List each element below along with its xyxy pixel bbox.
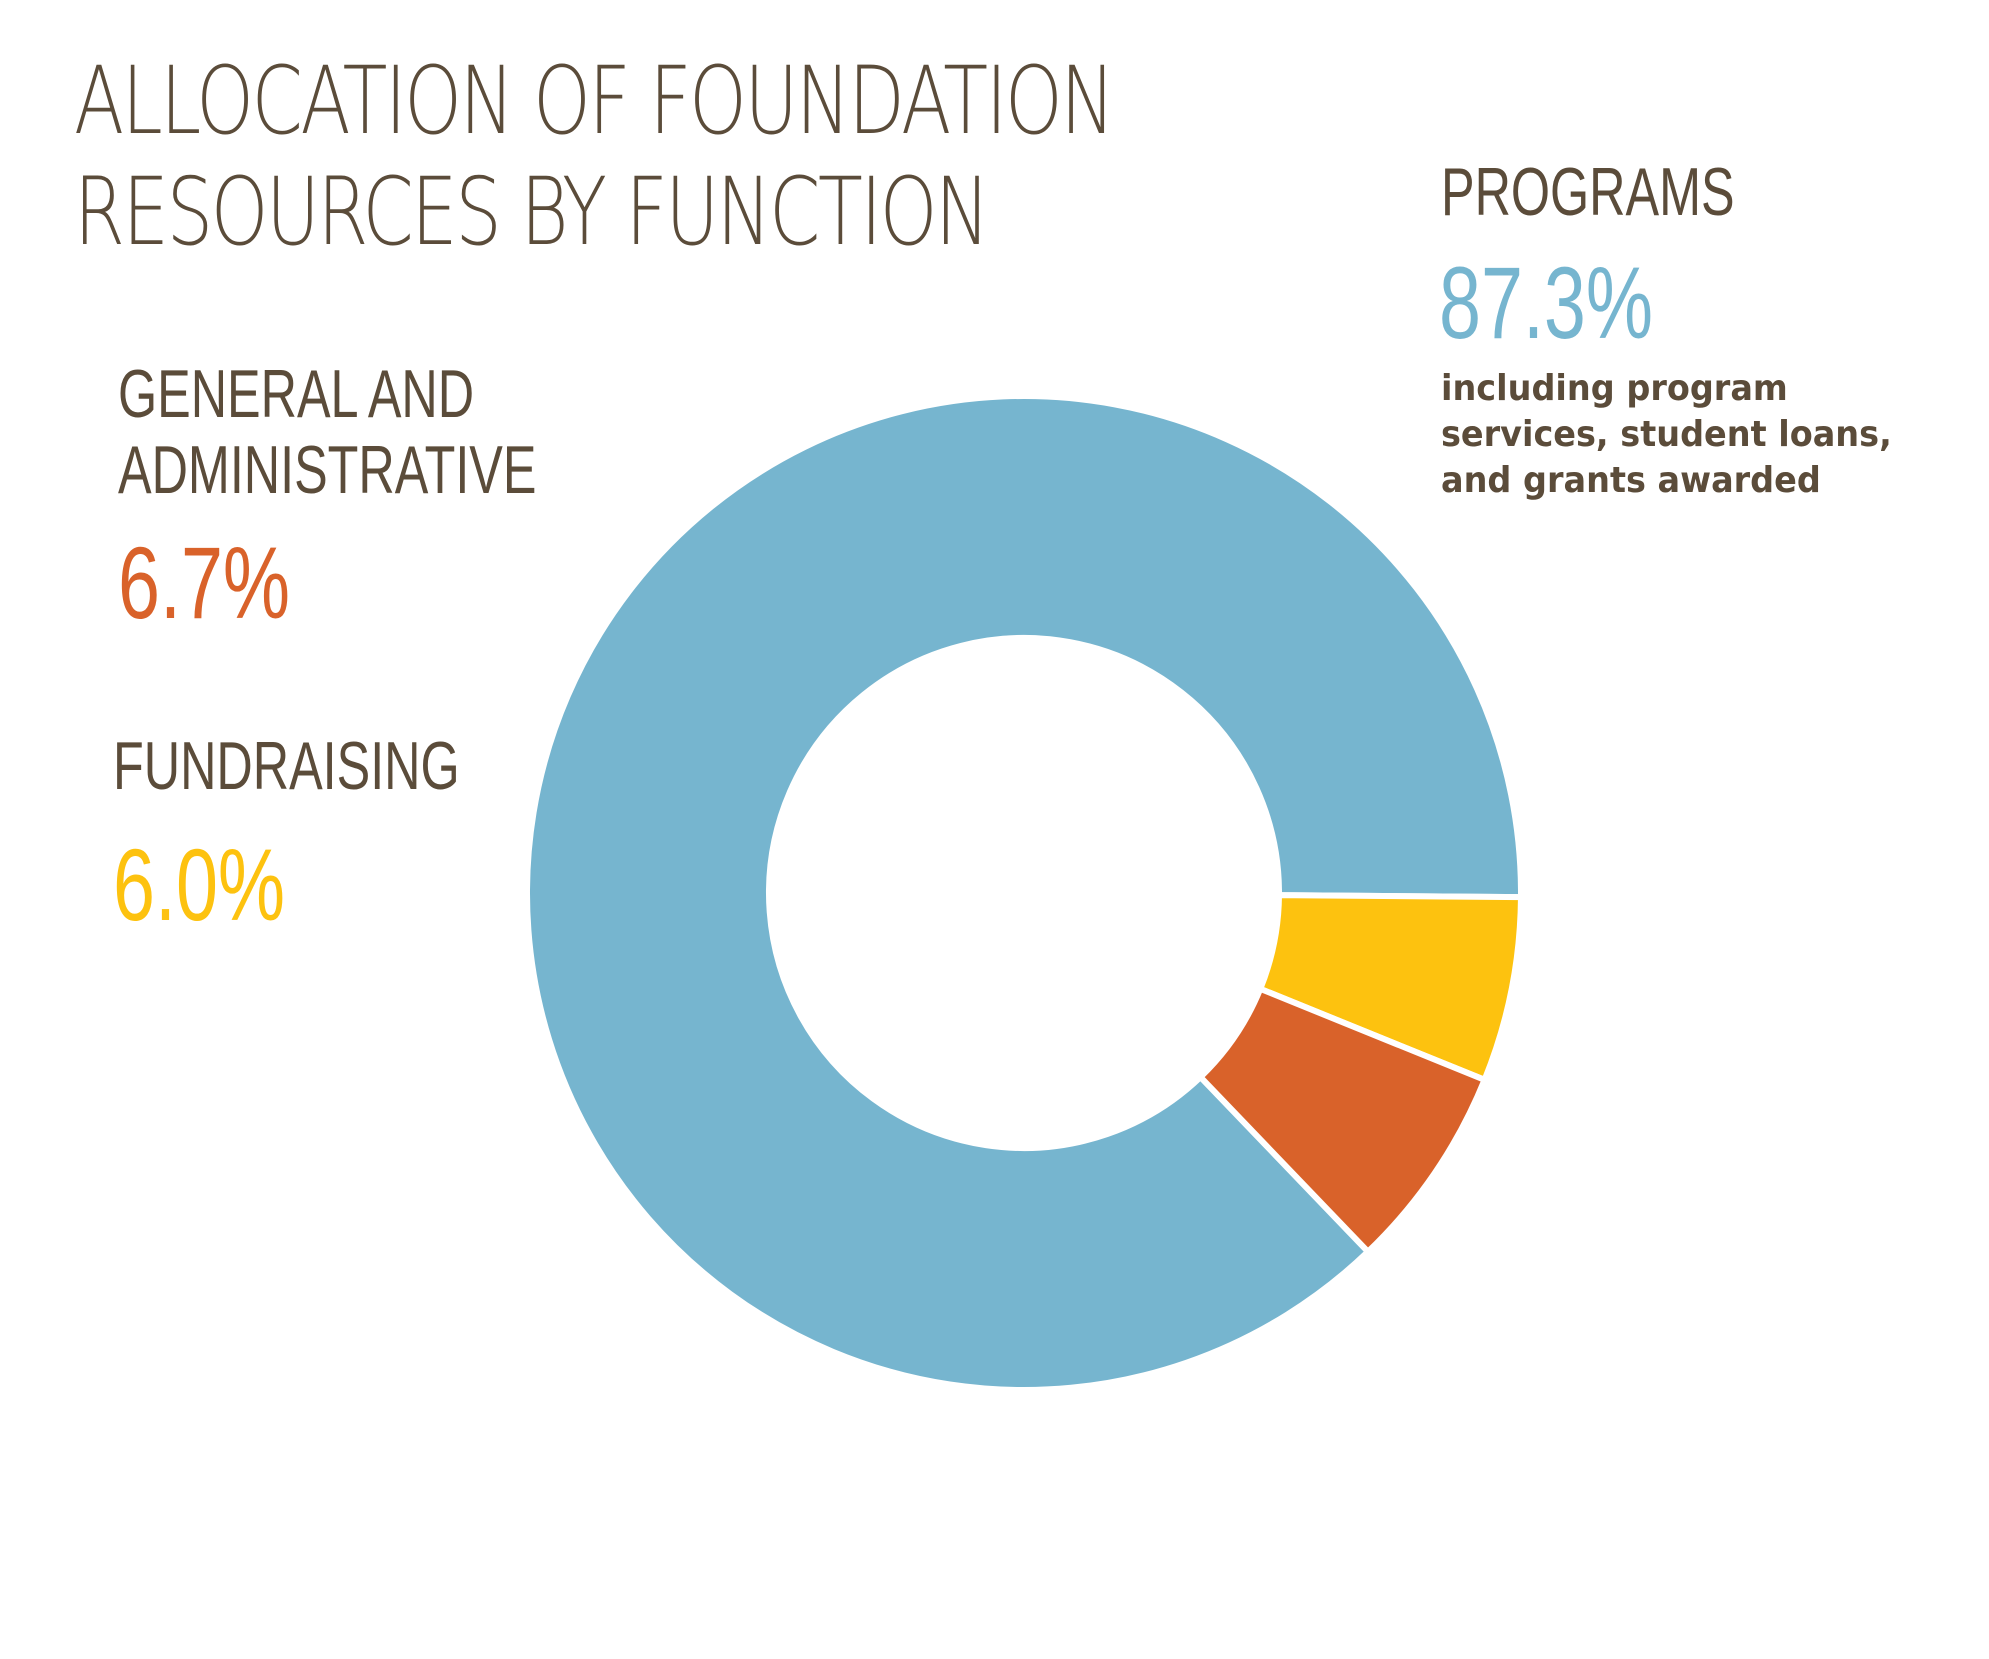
programs-note-line-1: including program	[1441, 368, 1788, 409]
fundraising-percentage: 6.0%	[113, 828, 286, 942]
general-admin-label: GENERAL AND ADMINISTRATIVE	[118, 356, 536, 508]
programs-note: including program services, student loan…	[1441, 366, 1892, 504]
programs-label-text: PROGRAMS	[1441, 154, 1735, 230]
general-admin-label-line-2: ADMINISTRATIVE	[118, 432, 537, 508]
general-admin-label-line-1: GENERAL AND	[118, 356, 475, 432]
programs-note-line-2: services, student loans,	[1441, 414, 1892, 455]
fundraising-label: FUNDRAISING	[113, 728, 460, 804]
programs-label: PROGRAMS	[1441, 154, 1735, 230]
fundraising-label-text: FUNDRAISING	[113, 728, 460, 804]
slice-general-admin	[1197, 985, 1488, 1255]
chart-title-line-2: RESOURCES BY FUNCTION	[74, 158, 990, 267]
slice-programs	[524, 393, 1524, 1393]
programs-percentage: 87.3%	[1439, 246, 1654, 360]
programs-note-line-3: and grants awarded	[1441, 460, 1821, 501]
general-admin-percentage: 6.7%	[118, 526, 291, 640]
